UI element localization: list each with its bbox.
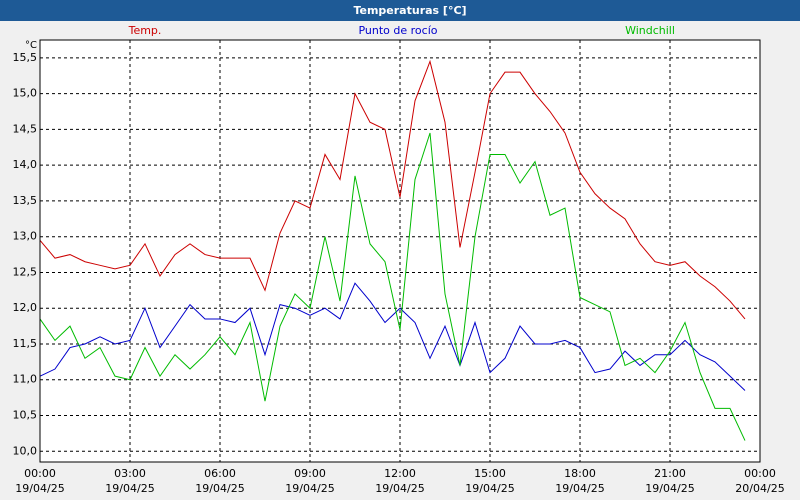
y-tick-label: 14,0: [13, 158, 38, 171]
series-line: [39, 59, 746, 320]
x-tick-label: 06:00: [204, 467, 236, 480]
title-bar: [0, 0, 800, 21]
y-tick-label: 12,0: [13, 301, 38, 314]
y-unit: °C: [25, 40, 37, 51]
y-tick-label: 14,5: [13, 122, 38, 135]
x-tick-label: 19/04/25: [285, 482, 334, 495]
y-tick-label: 15,0: [13, 87, 38, 100]
x-tick-label: 00:00: [24, 467, 56, 480]
x-tick-label: 19/04/25: [375, 482, 424, 495]
legend-label: Temp.: [128, 24, 162, 37]
y-tick-label: 13,0: [13, 230, 38, 243]
plot-frame: [39, 39, 761, 463]
x-tick-label: 18:00: [564, 467, 596, 480]
series-line: [39, 132, 746, 441]
y-tick-label: 11,5: [13, 337, 38, 350]
x-tick-label: 19/04/25: [15, 482, 64, 495]
y-tick-label: 15,5: [13, 51, 38, 64]
x-tick-label: 15:00: [474, 467, 506, 480]
x-tick-label: 00:00: [744, 467, 776, 480]
y-tick-label: 11,0: [13, 373, 38, 386]
x-tick-label: 12:00: [384, 467, 416, 480]
series-line: [39, 282, 746, 391]
y-tick-label: 12,5: [13, 265, 38, 278]
x-tick-label: 19/04/25: [195, 482, 244, 495]
x-tick-label: 09:00: [294, 467, 326, 480]
x-tick-label: 19/04/25: [105, 482, 154, 495]
legend-label: Punto de rocío: [358, 24, 437, 37]
legend-label: Windchill: [625, 24, 675, 37]
x-tick-label: 03:00: [114, 467, 146, 480]
x-tick-label: 20/04/25: [735, 482, 784, 495]
chart-title: Temperaturas [°C]: [353, 4, 466, 17]
x-tick-label: 19/04/25: [555, 482, 604, 495]
y-tick-label: 13,5: [13, 194, 38, 207]
x-tick-label: 19/04/25: [465, 482, 514, 495]
y-tick-label: 10,5: [13, 409, 38, 422]
x-tick-label: 21:00: [654, 467, 686, 480]
x-tick-label: 19/04/25: [645, 482, 694, 495]
y-tick-label: 10,0: [13, 444, 38, 457]
